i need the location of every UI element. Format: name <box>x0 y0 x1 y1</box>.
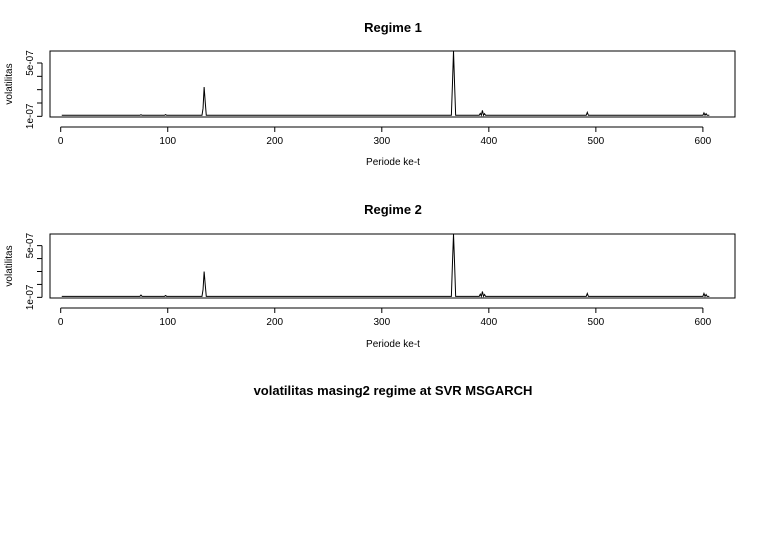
x-tick-label: 100 <box>159 317 176 328</box>
x-axis: 0 100 200 300 400 500 600 <box>58 307 712 328</box>
x-tick-label: 100 <box>159 136 176 147</box>
x-tick-label: 500 <box>588 317 605 328</box>
x-tick-label: 600 <box>695 136 712 147</box>
figure-title: volatilitas masing2 regime at SVR MSGARC… <box>254 383 533 398</box>
chart-title: Regime 1 <box>364 20 422 35</box>
x-axis: 0 100 200 300 400 500 600 <box>58 126 712 147</box>
plot-box <box>49 50 736 118</box>
x-axis-label: Periode ke-t <box>366 157 420 168</box>
x-tick-label: 0 <box>58 317 64 328</box>
y-axis-label: volatilitas <box>4 63 15 104</box>
y-axis: 1e-07 5e-07 <box>25 232 43 310</box>
x-tick-label: 400 <box>480 136 497 147</box>
x-tick-label: 300 <box>373 136 390 147</box>
panel-regime-1: Regime 1 0 100 200 300 400 500 600 1e-075e-07 … <box>4 20 736 168</box>
y-axis-label: volatilitas <box>4 245 15 286</box>
x-tick-label: 300 <box>373 317 390 328</box>
x-tick-label: 200 <box>266 136 283 147</box>
panel-regime-2: Regime 2 0 100 200 300 400 500 600 1e-075e-07 … <box>4 202 736 350</box>
y-axis: 1e-07 5e-07 <box>25 50 43 129</box>
y-tick-label: 1e-07 <box>25 284 36 310</box>
plot-box <box>49 233 736 299</box>
x-tick-label: 0 <box>58 136 64 147</box>
x-tick-label: 400 <box>480 317 497 328</box>
y-tick-label: 5e-07 <box>25 50 36 76</box>
chart-title: Regime 2 <box>364 202 422 217</box>
series-line <box>61 50 710 117</box>
series-line <box>61 233 710 298</box>
y-tick-label: 1e-07 <box>25 103 36 129</box>
x-axis-label: Periode ke-t <box>366 339 420 350</box>
volatility-series-path <box>61 233 710 298</box>
y-tick-label: 5e-07 <box>25 232 36 258</box>
x-tick-label: 500 <box>588 136 605 147</box>
volatility-series-path <box>61 50 710 117</box>
x-tick-label: 600 <box>695 317 712 328</box>
x-tick-label: 200 <box>266 317 283 328</box>
